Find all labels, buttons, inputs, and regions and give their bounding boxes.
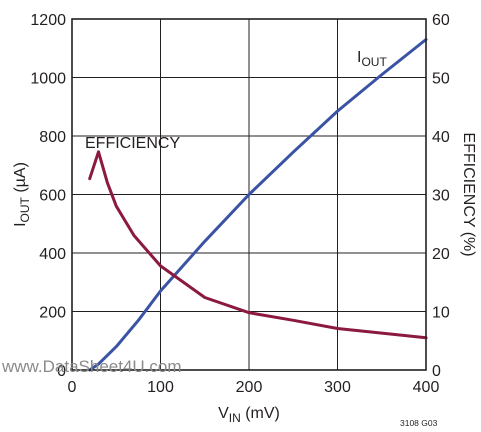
y-right-tick-label: 10 [432,305,450,322]
x-axis-label: VIN (mV) [218,405,280,425]
figure-id: 3108 G03 [400,418,438,428]
y-right-tick-label: 30 [432,188,450,205]
y-left-axis-label-unit: (µA) [12,162,29,197]
series-label-iout-main: I [357,49,361,66]
y-left-tick-label: 0 [57,363,66,380]
watermark-text: www.DataSheet4U.com [1,357,182,376]
x-axis-label-unit: (mV) [241,405,280,422]
x-tick-label: 0 [68,379,77,396]
series-label-efficiency-main: EFFICIENCY [85,135,180,152]
series-line-efficiency [88,150,428,340]
x-axis-label-sub: IN [229,411,241,425]
tick-labels: 0 100 200 300 400020040060080010001200010203… [30,12,449,396]
y-left-tick-label: 1200 [30,12,66,29]
y-right-tick-label: 60 [432,12,450,29]
x-tick-label: 100 [147,379,174,396]
y-left-axis-label-main: I [12,222,29,226]
y-left-tick-label: 400 [39,246,66,263]
x-tick-label: 400 [413,379,440,396]
y-right-tick-label: 20 [432,246,450,263]
y-left-tick-label: 800 [39,129,66,146]
x-tick-label: 300 [324,379,351,396]
series-label-efficiency: EFFICIENCY [85,135,180,152]
y-left-tick-label: 200 [39,305,66,322]
plot-frame [71,18,427,371]
x-axis-label-main: V [218,405,229,422]
series-lines [88,38,428,372]
y-right-tick-label: 40 [432,129,450,146]
y-right-tick-label: 50 [432,71,450,88]
y-left-axis-label: IOUT (µA) [12,162,32,227]
series-label-iout-sub: OUT [361,55,387,69]
axis-labels: VIN (mV)IOUT (µA) EFFICIENCY (%)IOUTEFFIC… [12,49,477,425]
y-left-tick-label: 600 [39,188,66,205]
series-line-iout [88,38,428,372]
y-right-tick-label: 0 [432,363,441,380]
x-tick-label: 200 [236,379,263,396]
y-right-axis-label: EFFICIENCY (%) [460,132,477,256]
y-left-axis-label-sub: OUT [18,196,32,222]
y-left-tick-label: 1000 [30,71,66,88]
series-label-iout: IOUT [357,49,387,69]
